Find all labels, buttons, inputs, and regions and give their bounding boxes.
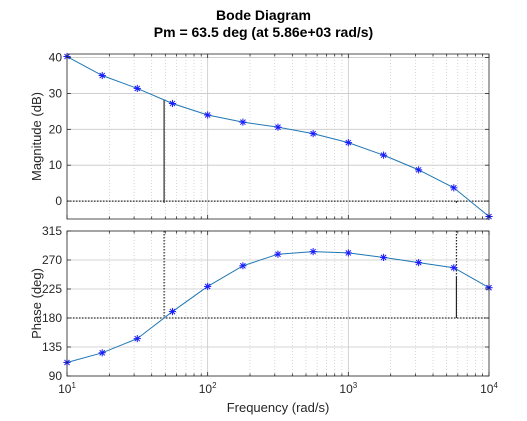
phase-x-tick-label: 103	[339, 381, 357, 396]
magnitude-data-point	[344, 138, 352, 147]
magnitude-data-point	[274, 123, 282, 131]
magnitude-y-tick-label: 20	[49, 122, 63, 136]
magnitude-data-point	[133, 84, 141, 93]
phase-axes-box	[66, 230, 490, 377]
magnitude-y-tick-label: 30	[49, 86, 63, 100]
chart-subtitle: Pm = 63.5 deg (at 5.86e+03 rad/s)	[153, 24, 374, 40]
chart-title-block: Bode Diagram Pm = 63.5 deg (at 5.86e+03 …	[0, 7, 527, 41]
phase-x-tick-label: 101	[58, 381, 76, 396]
phase-y-tick-label: 90	[49, 369, 63, 383]
phase-data-point	[204, 282, 212, 291]
magnitude-y-tick-label: 40	[49, 51, 63, 65]
phase-y-axis-label: Phase (deg)	[29, 268, 44, 339]
phase-y-tick-label: 315	[42, 224, 62, 238]
phase-data-point	[133, 335, 141, 343]
magnitude-data-point	[204, 111, 212, 119]
magnitude-data-point	[415, 166, 423, 174]
magnitude-y-axis-label: Magnitude (dB)	[29, 92, 44, 181]
phase-data-point	[450, 264, 458, 272]
phase-y-tick-label: 270	[42, 253, 62, 267]
magnitude-y-tick-label: 10	[49, 158, 63, 172]
phase-x-tick-label: 102	[199, 381, 217, 396]
phase-data-point	[98, 349, 106, 357]
phase-x-tick-label: 104	[480, 381, 498, 396]
phase-data-point	[344, 249, 352, 257]
magnitude-data-point	[98, 71, 106, 80]
phase-x-tick-exponent: 1	[71, 381, 76, 390]
magnitude-data-point	[168, 99, 177, 108]
magnitude-data-point	[450, 184, 458, 192]
phase-y-tick-label: 225	[42, 282, 62, 296]
phase-x-tick-exponent: 4	[493, 381, 498, 390]
magnitude-y-tick-label: 0	[55, 194, 62, 208]
phase-x-tick-exponent: 2	[212, 381, 217, 390]
phase-data-point	[239, 262, 247, 270]
phase-x-axis-label: Frequency (rad/s)	[227, 400, 330, 415]
magnitude-data-point	[309, 130, 317, 138]
phase-data-point	[309, 248, 317, 256]
magnitude-data-point	[239, 118, 247, 126]
phase-x-tick-exponent: 3	[353, 381, 358, 390]
magnitude-plot-area	[67, 54, 489, 219]
phase-data-point	[415, 258, 423, 267]
magnitude-axes-box	[66, 53, 490, 220]
phase-y-tick-label: 180	[42, 311, 62, 325]
chart-title: Bode Diagram	[216, 7, 311, 23]
magnitude-data-point	[379, 151, 388, 159]
phase-data-point	[379, 253, 388, 262]
phase-y-tick-label: 135	[42, 340, 62, 354]
phase-data-point	[168, 307, 177, 316]
phase-data-point	[274, 250, 282, 258]
